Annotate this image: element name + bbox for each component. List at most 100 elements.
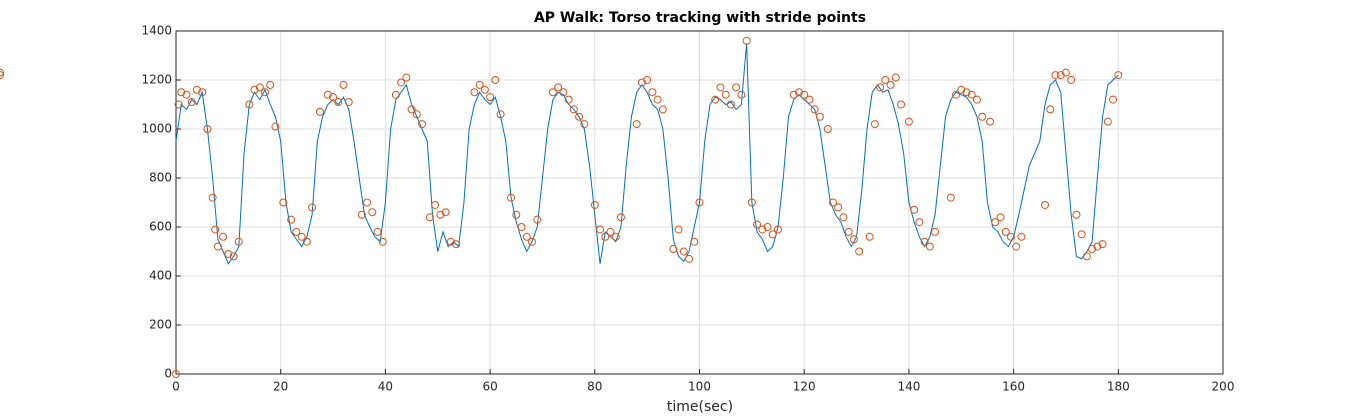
stride-point — [957, 85, 966, 94]
stride-point — [475, 80, 484, 89]
stride-point — [1077, 230, 1086, 239]
stride-point — [690, 237, 699, 246]
stride-point — [470, 88, 479, 97]
stride-point — [507, 193, 516, 202]
stride-point — [363, 198, 372, 207]
stride-point — [996, 213, 1005, 222]
stride-point — [1041, 200, 1050, 209]
stride-point — [753, 220, 762, 229]
stride-point — [763, 223, 772, 231]
y-tick-label: 600 — [149, 220, 172, 234]
stride-point — [1017, 232, 1026, 241]
stride-point — [737, 90, 746, 99]
stride-point — [486, 93, 495, 102]
stride-point — [711, 95, 720, 104]
y-tick-label: 400 — [149, 269, 172, 283]
stride-point — [1067, 76, 1076, 84]
stride-point — [637, 78, 646, 87]
x-tick-label: 180 — [1107, 380, 1130, 394]
stride-point — [794, 88, 803, 97]
stride-point — [491, 76, 500, 84]
stride-point — [789, 90, 798, 99]
stride-point — [548, 88, 557, 97]
stride-point — [910, 205, 919, 214]
stride-point — [855, 247, 864, 256]
stride-point — [271, 122, 280, 131]
stride-point — [870, 120, 879, 129]
stride-point — [344, 98, 353, 107]
stride-point — [368, 208, 377, 217]
stride-point — [431, 200, 440, 209]
stride-point — [580, 120, 589, 129]
stride-point — [315, 107, 324, 116]
stride-point — [747, 198, 756, 207]
stride-point — [172, 370, 180, 378]
stride-point — [177, 88, 186, 97]
stride-point — [925, 242, 934, 251]
x-axis-label: time(sec) — [667, 399, 733, 415]
stride-point — [496, 110, 505, 119]
stride-point — [1098, 240, 1107, 249]
stride-point — [569, 105, 578, 114]
stride-point — [823, 125, 832, 133]
axes-box — [175, 30, 1224, 375]
chart-title: AP Walk: Torso tracking with stride poin… — [534, 10, 866, 26]
stride-point — [648, 88, 657, 97]
stride-point — [962, 88, 971, 97]
stride-point — [192, 85, 201, 94]
stride-point — [695, 198, 704, 207]
x-tick-label: 0 — [172, 380, 180, 394]
stride-point — [986, 117, 995, 126]
stride-point — [952, 90, 961, 99]
stride-point — [436, 210, 445, 219]
stride-point — [1114, 71, 1123, 80]
stride-point — [805, 95, 814, 104]
stride-point — [1103, 117, 1112, 126]
stride-point — [726, 100, 735, 109]
x-tick-label: 60 — [482, 380, 497, 394]
stride-point — [279, 198, 288, 207]
stride-point — [967, 90, 976, 99]
stride-point — [245, 100, 254, 109]
stride-point — [418, 120, 427, 129]
stride-point — [1001, 227, 1010, 236]
stride-point — [323, 90, 332, 99]
x-tick-label: 40 — [378, 380, 393, 394]
stride-point — [219, 232, 228, 241]
stride-point — [716, 83, 725, 92]
stride-point — [517, 223, 526, 231]
stride-point — [616, 213, 625, 222]
stride-point — [397, 78, 406, 87]
stride-point — [564, 95, 573, 104]
stride-point — [758, 225, 767, 234]
stride-point — [224, 249, 233, 258]
stride-point — [590, 200, 599, 209]
stride-point — [203, 125, 212, 133]
stride-point — [815, 112, 824, 121]
y-tick-label: 1400 — [141, 24, 172, 38]
stride-point — [876, 83, 885, 92]
stride-point — [255, 83, 264, 92]
stride-point — [606, 227, 615, 236]
stride-point — [1072, 210, 1081, 219]
stride-point — [287, 215, 296, 224]
stride-point — [292, 227, 301, 236]
stride-point — [596, 225, 605, 234]
stride-point — [931, 227, 940, 236]
x-tick-label: 200 — [1212, 380, 1235, 394]
stride-point — [1088, 245, 1097, 254]
stride-point — [0, 71, 4, 80]
stride-point — [978, 112, 987, 121]
stride-point — [297, 232, 306, 241]
stride-point — [669, 245, 678, 254]
stride-point — [904, 117, 913, 126]
stride-point — [721, 90, 730, 99]
x-tick-label: 100 — [688, 380, 711, 394]
stride-point — [211, 225, 220, 234]
stride-point — [991, 218, 1000, 227]
stride-point — [407, 105, 416, 114]
stride-point — [865, 232, 874, 241]
stride-point — [1056, 71, 1065, 80]
stride-point — [1082, 252, 1091, 261]
